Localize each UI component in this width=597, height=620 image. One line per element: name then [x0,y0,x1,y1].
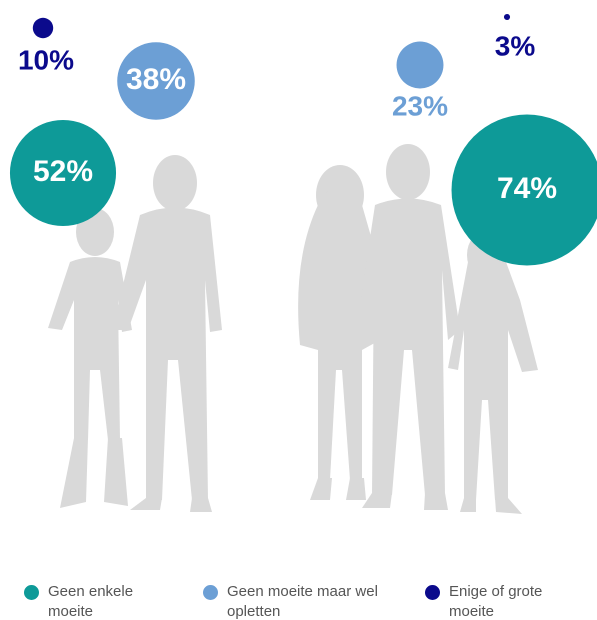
value-label: 52% [33,155,93,188]
bubble [9,119,117,227]
legend-item: Geen moeite maar wel opletten [203,582,393,620]
bubble [503,13,511,21]
value-label: 23% [392,90,448,121]
bubble [117,42,195,120]
bubble [396,41,444,89]
value-label: 10% [18,44,74,75]
bubble [451,114,597,266]
value-label: 74% [497,172,557,205]
legend-marker [425,585,440,600]
value-label: 3% [495,30,536,61]
legend-item: Geen enkele moeite [24,582,174,620]
legend-marker [24,585,39,600]
value-label: 38% [126,63,186,96]
silhouettes [48,144,538,514]
legend-label: Geen moeite maar wel opletten [227,583,378,620]
legend-marker [203,585,218,600]
legend-label: Geen enkele moeite [48,583,134,620]
chart: 52% 74% 38% 23% 10% 3% [9,13,597,514]
legend-item: Enige of grote moeite [425,582,585,620]
legend-label: Enige of grote moeite [449,583,543,620]
bubble [32,17,54,39]
